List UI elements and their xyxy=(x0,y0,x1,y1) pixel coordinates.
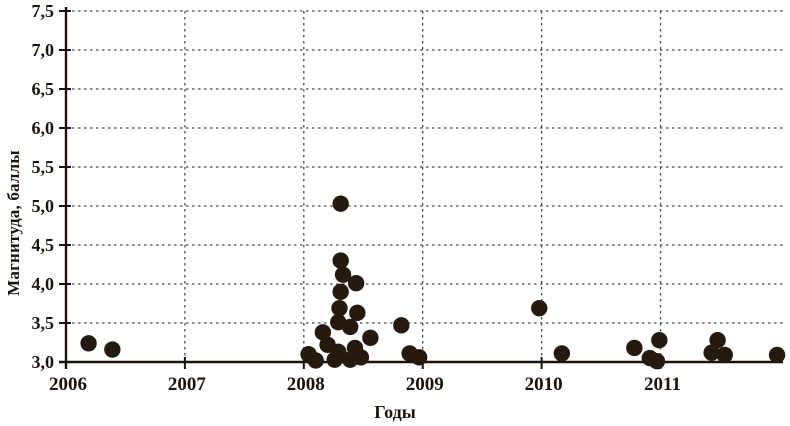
x-tick-label: 2007 xyxy=(168,374,207,395)
data-point xyxy=(768,346,786,364)
data-point xyxy=(352,349,370,366)
data-point xyxy=(703,344,720,361)
y-tick-label: 5,5 xyxy=(32,157,55,177)
data-point xyxy=(709,331,726,349)
y-tick-label: 4,5 xyxy=(32,235,55,255)
y-tick-label: 7,5 xyxy=(32,1,55,21)
data-point xyxy=(410,349,428,366)
x-tick-label: 2006 xyxy=(49,374,87,395)
x-axis-title: Годы xyxy=(374,402,416,422)
data-point xyxy=(332,283,349,300)
x-tick-label: 2008 xyxy=(287,374,325,395)
x-tick-label: 2011 xyxy=(644,374,681,395)
y-tick-label: 6,0 xyxy=(32,118,55,138)
data-point xyxy=(553,345,571,362)
y-tick-label: 3,5 xyxy=(32,313,55,333)
data-point xyxy=(332,195,349,212)
data-point xyxy=(626,339,643,357)
data-point xyxy=(349,304,366,322)
data-point xyxy=(362,329,379,347)
data-point xyxy=(393,317,410,334)
data-point xyxy=(531,299,548,317)
data-point xyxy=(330,343,347,361)
data-point xyxy=(331,299,348,317)
y-tick-label: 3,0 xyxy=(32,352,55,372)
data-point xyxy=(716,346,733,364)
data-point xyxy=(104,341,121,358)
y-axis-title: Магнитуда, баллы xyxy=(4,150,23,296)
data-point xyxy=(347,275,365,292)
y-tick-label: 5,0 xyxy=(32,196,55,216)
data-point xyxy=(648,353,666,370)
data-point xyxy=(332,252,349,269)
x-tick-label: 2009 xyxy=(406,374,444,395)
data-point xyxy=(314,324,332,341)
data-point xyxy=(341,318,359,336)
data-point xyxy=(80,335,97,352)
data-point xyxy=(651,331,668,349)
y-tick-label: 4,0 xyxy=(32,274,55,294)
data-point xyxy=(334,266,352,283)
y-tick-label: 7,0 xyxy=(32,40,55,60)
y-tick-label: 6,5 xyxy=(32,79,55,99)
data-point xyxy=(307,352,324,369)
x-tick-label: 2010 xyxy=(525,374,563,395)
